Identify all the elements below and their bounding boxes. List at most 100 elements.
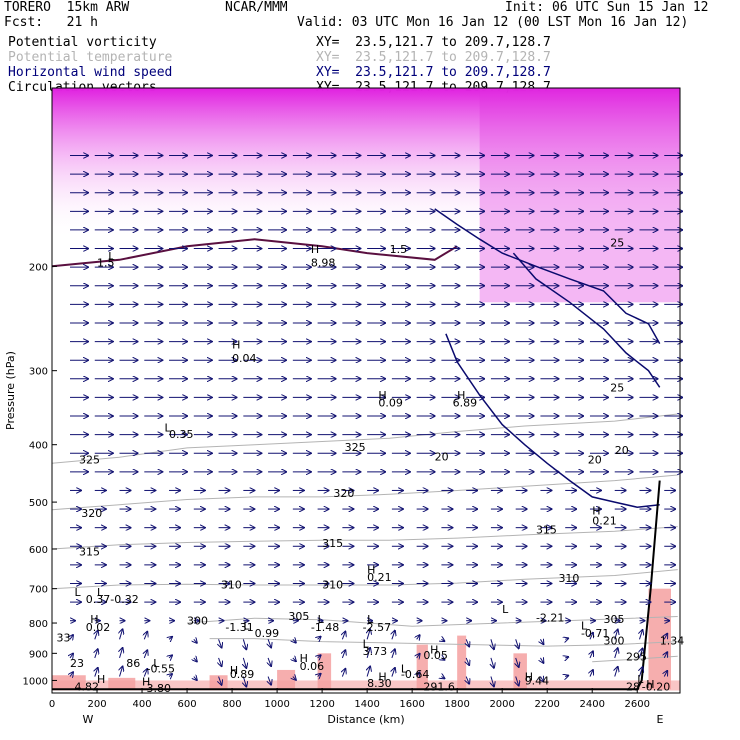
circulation-vector [615,667,618,677]
field-name-pv: Potential vorticity [8,35,157,50]
pv-extremum-label: H [90,613,98,626]
circulation-vector [590,670,593,677]
pv-shading-patch [457,635,467,690]
circulation-vector [664,634,667,640]
circulation-vector [342,632,345,640]
y-tick-label: 300 [29,367,48,378]
pv-extremum-label: 3.73 [363,645,388,658]
circulation-vector [615,630,618,640]
pv-extremum-label: 0.06 [300,660,325,673]
circulation-vector [219,657,222,666]
pv-extremum-label: L [637,673,644,686]
pv-extremum-label: -0.55 [147,663,175,676]
contour-label: 315 [322,537,343,550]
pv-extremum-label: 6.89 [453,397,478,410]
circulation-vector [392,631,395,640]
pv-extremum-label: -0.71 [581,627,609,640]
circulation-vector [144,650,147,659]
x-axis-label: Distance (km) [327,713,404,726]
contour-label: 300 [187,615,208,628]
x-tick-label: 1600 [399,699,424,710]
circulation-vector [639,667,642,677]
circulation-vector [144,632,147,640]
circulation-vector [219,676,222,685]
contour-label: 1.5 [390,243,408,256]
pv-extremum-label: 0.04 [232,352,257,365]
contour-label: 23 [70,657,84,670]
pv-extremum-label: 0.35 [169,428,194,441]
field-name-wind: Horizontal wind speed [8,65,173,80]
pv-surface-shading [52,680,680,691]
circulation-vector [95,668,98,677]
jet-core-shading [479,88,680,303]
pv-extremum-label: H [230,664,238,677]
circulation-vector [516,657,519,667]
circulation-vector [342,669,345,677]
pv-extremum-label: 3.80 [147,682,172,695]
y-tick-label: 600 [29,545,48,556]
pv-extremum-label: -1.31 [225,621,253,634]
contour-label: 25 [610,236,624,249]
pv-extremum-label: L [153,657,160,670]
forecast-hour: Fcst: 21 h [4,15,98,30]
circulation-vector [540,677,543,682]
circulation-vector [417,635,420,639]
circulation-vector [70,672,73,676]
circulation-vector [194,677,197,681]
contour-label: 325 [79,453,100,466]
pv-extremum-label: -1.48 [311,621,339,634]
contour-label: 28 [626,681,640,694]
pv-extremum-label: L [367,613,374,626]
x-tick-label: 200 [87,699,106,710]
circulation-vector [441,658,444,660]
x-tick-label: 2000 [489,699,514,710]
y-tick-label: 700 [29,585,48,596]
circulation-vector [169,655,172,658]
pv-extremum-label: 0.02 [86,621,111,634]
contour-label: 25 [610,381,624,394]
y-tick-label: 800 [29,619,48,630]
circulation-vector [318,655,321,658]
east-end-label: E [657,713,664,726]
pv-extremum-label: L [243,619,250,632]
y-axis-label: Pressure (hPa) [4,351,17,430]
pv-extremum-label: -2.21 [536,611,564,624]
circulation-vector [194,639,197,643]
x-tick-label: 2200 [534,699,559,710]
circulation-vector [491,639,494,649]
plot-frame [51,87,681,694]
field-xy-theta: XY= 23.5,121.7 to 209.7,128.7 [316,50,551,65]
y-tick-label: 500 [29,498,48,509]
x-tick-label: 800 [223,699,242,710]
wind-speed-contour-20 [434,208,661,344]
contour-label: 300 [603,635,624,648]
circulation-vector [417,672,420,676]
circulation-vector [70,635,73,639]
circulation-vector [342,650,345,659]
pv-extremum-label: H [457,389,465,402]
x-tick-label: 1400 [354,699,379,710]
pv-extremum-label: L [581,619,588,632]
y-tick-label: 400 [29,441,48,452]
y-tick-label: 1000 [23,676,48,687]
circulation-vector [590,651,593,659]
contour-label: 325 [345,441,366,454]
pv-extremum-label: -0.64 [401,668,429,681]
pv-extremum-label: H [525,670,533,683]
contour-label: 33 [57,632,71,645]
contour-label: 305 [603,613,624,626]
pv-extremum-label: -0.20 [642,681,670,694]
pv-extremum-label: H [142,676,150,689]
wind-speed-contour-25 [512,252,661,388]
institution-label: NCAR/MMM [225,0,288,15]
theta-contour-310 [51,569,678,590]
contour-label: 310 [322,579,343,592]
pv-extremum-label: L [401,663,408,676]
pv-extremum-label: L [363,638,370,651]
pv-extremum-label: 0.99 [255,627,279,640]
terrain-line [52,480,661,691]
circulation-vector [466,639,469,646]
contour-label: 320 [333,487,354,500]
circulation-vector [367,629,370,640]
